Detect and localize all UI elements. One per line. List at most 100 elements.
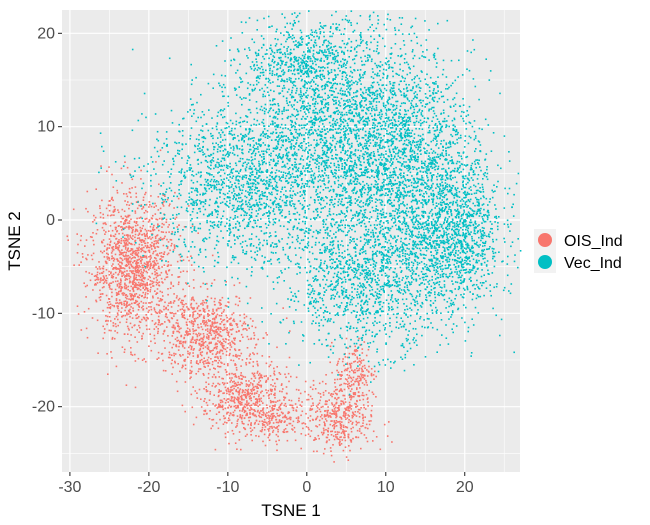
data-point: [189, 377, 191, 380]
data-point: [359, 387, 361, 389]
data-point: [330, 71, 333, 73]
data-point: [193, 323, 195, 326]
data-point: [361, 348, 364, 350]
data-point: [250, 397, 252, 399]
data-point: [323, 141, 325, 144]
data-point: [436, 143, 438, 145]
data-point: [294, 128, 296, 131]
data-point: [245, 21, 247, 24]
data-point: [382, 193, 384, 196]
data-point: [247, 108, 250, 111]
data-point: [135, 282, 137, 285]
data-point: [390, 144, 392, 147]
data-point: [215, 330, 217, 333]
data-point: [352, 370, 355, 372]
data-point: [442, 149, 444, 152]
data-point: [349, 449, 351, 452]
data-point: [209, 368, 211, 371]
data-point: [363, 434, 366, 436]
data-point: [275, 440, 277, 443]
data-point: [206, 307, 209, 309]
data-point: [117, 324, 119, 327]
data-point: [234, 303, 237, 306]
data-point: [309, 82, 311, 84]
data-point: [481, 128, 483, 131]
data-point: [274, 389, 276, 391]
data-point: [341, 198, 343, 200]
data-point: [277, 63, 280, 65]
data-point: [357, 391, 360, 394]
data-point: [358, 78, 360, 81]
data-point: [393, 170, 396, 172]
data-point: [238, 431, 241, 433]
data-point: [136, 265, 139, 267]
data-point: [243, 218, 245, 221]
data-point: [217, 365, 219, 368]
data-point: [91, 273, 93, 275]
data-point: [204, 360, 207, 362]
data-point: [127, 260, 130, 263]
data-point: [229, 348, 231, 351]
data-point: [99, 212, 102, 214]
data-point: [395, 152, 397, 155]
data-point: [106, 252, 108, 255]
data-point: [138, 294, 141, 296]
data-point: [241, 359, 244, 361]
data-point: [127, 214, 130, 217]
data-point: [376, 199, 379, 201]
data-point: [267, 91, 269, 93]
data-point: [225, 338, 228, 341]
data-point: [140, 216, 142, 219]
data-point: [244, 427, 246, 430]
data-point: [294, 161, 296, 164]
data-point: [263, 424, 266, 426]
data-point: [364, 125, 366, 127]
data-point: [278, 419, 281, 422]
data-point: [126, 318, 128, 321]
data-point: [360, 225, 362, 227]
data-point: [390, 157, 392, 160]
data-point: [224, 432, 227, 435]
data-point: [258, 381, 260, 384]
data-point: [217, 391, 220, 393]
data-point: [288, 69, 290, 71]
data-point: [153, 260, 156, 262]
data-point: [184, 341, 187, 344]
data-point: [241, 416, 243, 419]
data-point: [114, 233, 117, 236]
data-point: [154, 290, 156, 292]
data-point: [285, 376, 287, 379]
data-point: [284, 414, 286, 417]
data-point: [367, 427, 369, 430]
data-point: [350, 380, 353, 383]
data-point: [106, 323, 108, 326]
data-point: [273, 401, 275, 403]
data-point: [246, 329, 248, 331]
data-point: [102, 239, 105, 241]
data-point: [364, 367, 366, 369]
data-point: [373, 186, 376, 188]
data-point: [310, 174, 312, 176]
data-point: [319, 46, 321, 48]
data-point: [140, 260, 142, 262]
data-point: [189, 344, 192, 347]
data-point: [186, 332, 188, 334]
data-point: [336, 415, 338, 418]
data-point: [343, 113, 346, 116]
data-point: [153, 228, 156, 231]
data-point: [300, 405, 303, 407]
data-point: [85, 327, 88, 330]
data-point: [335, 436, 337, 438]
data-point: [341, 439, 344, 441]
data-point: [140, 178, 142, 180]
data-point: [276, 412, 278, 415]
data-point: [92, 289, 94, 291]
data-point: [416, 93, 418, 96]
data-point: [413, 133, 416, 135]
data-point: [286, 424, 288, 426]
data-point: [173, 313, 175, 315]
data-point: [334, 410, 336, 412]
data-point: [377, 128, 380, 131]
data-point: [336, 369, 338, 372]
data-point: [340, 374, 342, 376]
